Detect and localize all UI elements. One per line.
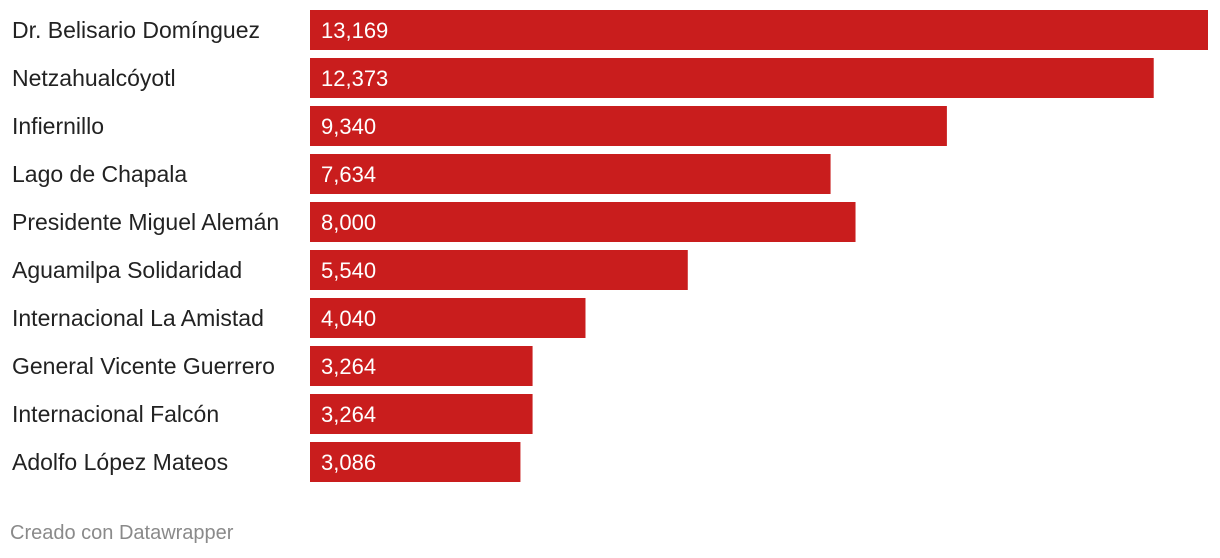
bar-value-label: 12,373 <box>321 66 388 91</box>
category-label: Lago de Chapala <box>12 161 187 187</box>
category-label: Netzahualcóyotl <box>12 65 176 91</box>
bar[interactable] <box>310 250 688 290</box>
bar[interactable] <box>310 442 521 482</box>
bar[interactable] <box>310 298 586 338</box>
category-label: Internacional La Amistad <box>12 305 264 331</box>
category-label: Adolfo López Mateos <box>12 449 228 475</box>
bar[interactable] <box>310 106 947 146</box>
category-label: Infiernillo <box>12 113 104 139</box>
bar-value-label: 3,264 <box>321 354 376 379</box>
bar-value-label: 3,086 <box>321 450 376 475</box>
bar-value-label: 9,340 <box>321 114 376 139</box>
bar-value-label: 5,540 <box>321 258 376 283</box>
bar[interactable] <box>310 154 831 194</box>
category-label: Internacional Falcón <box>12 401 219 427</box>
bar[interactable] <box>310 202 856 242</box>
bar-value-label: 3,264 <box>321 402 376 427</box>
category-label: General Vicente Guerrero <box>12 353 275 379</box>
category-label: Presidente Miguel Alemán <box>12 209 279 235</box>
bar[interactable] <box>310 346 533 386</box>
bar[interactable] <box>310 394 533 434</box>
bar-value-label: 8,000 <box>321 210 376 235</box>
bar-value-label: 7,634 <box>321 162 376 187</box>
datawrapper-credit[interactable]: Creado con Datawrapper <box>10 522 234 544</box>
bar[interactable] <box>310 10 1208 50</box>
category-label: Dr. Belisario Domínguez <box>12 17 260 43</box>
bar[interactable] <box>310 58 1154 98</box>
bar-value-label: 13,169 <box>321 18 388 43</box>
bar-value-label: 4,040 <box>321 306 376 331</box>
bar-chart: Dr. Belisario Domínguez 13,169 Netzahualcó… <box>12 10 1208 482</box>
category-label: Aguamilpa Solidaridad <box>12 257 242 283</box>
